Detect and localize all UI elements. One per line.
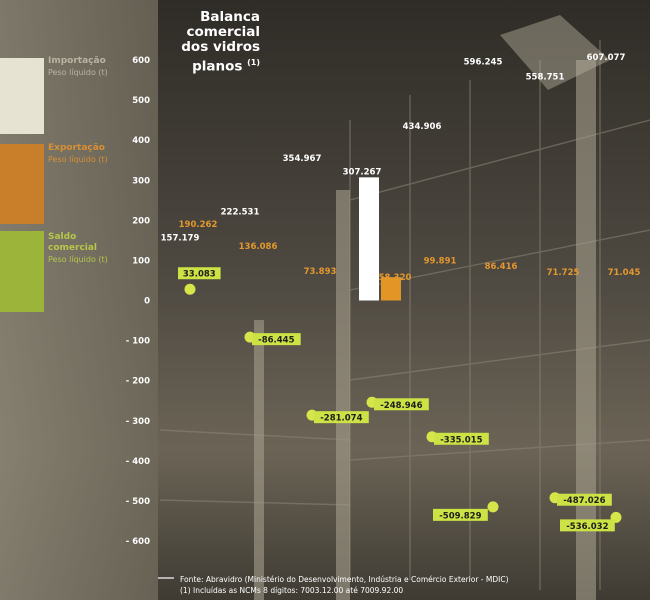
saldo-value-label: -86.445 <box>258 336 294 346</box>
import-value-label: 607.077 <box>587 53 626 63</box>
legend-swatch-export <box>0 144 44 224</box>
export-value-label: 190.262 <box>179 220 218 230</box>
saldo-value-label: -487.026 <box>563 496 605 506</box>
y-tick-label: - 400 <box>126 457 150 467</box>
import-value-label: 157.179 <box>161 233 200 243</box>
title-line-3: dos vidros <box>181 39 260 55</box>
y-tick-label: 600 <box>132 56 150 66</box>
title-line-2: comercial <box>186 24 260 40</box>
legend-name: Exportação <box>48 143 105 153</box>
saldo-label-box <box>433 508 488 521</box>
export-value-label: 73.893 <box>304 267 337 277</box>
title-footnote-marker: (1) <box>247 58 260 67</box>
legend-swatch-saldo <box>0 231 44 312</box>
title-line-1: Balanca <box>200 9 260 25</box>
saldo-value-label: -335.015 <box>440 435 482 445</box>
export-value-label: 71.725 <box>547 268 580 278</box>
export-value-label: 58.320 <box>379 273 412 283</box>
saldo-label-box <box>314 411 369 424</box>
legend-unit: Peso líquido (t) <box>48 155 108 164</box>
legend-unit: Peso líquido (t) <box>48 68 108 77</box>
legend-swatch-import <box>0 58 44 134</box>
saldo-value-label: 33.083 <box>183 270 216 280</box>
y-tick-label: 500 <box>132 96 150 106</box>
import-value-label: 222.531 <box>221 207 260 217</box>
y-tick-label: - 500 <box>126 497 150 507</box>
footer-note: (1) Incluídas as NCMs 8 dígitos: 7003.12… <box>180 586 404 595</box>
export-value-label: 71.045 <box>608 268 641 278</box>
legend-name: Saldo comercial <box>48 232 98 253</box>
chart-title: Balanca comercial dos vidros planos (1) <box>181 10 260 75</box>
export-value-label: 86.416 <box>485 262 518 272</box>
saldo-label-box <box>560 519 615 532</box>
import-value-label: 307.267 <box>343 167 382 177</box>
legend-label-import: Importação Peso líquido (t) <box>48 56 108 78</box>
y-tick-label: - 100 <box>126 337 150 347</box>
saldo-label-box <box>434 432 489 445</box>
footer: Fonte: Abravidro (Ministério do Desenvol… <box>180 574 509 596</box>
legend-label-export: Exportação Peso líquido (t) <box>48 143 108 165</box>
saldo-value-label: -248.946 <box>380 401 422 411</box>
legend-label-saldo: Saldo comercial Peso líquido (t) <box>48 232 108 265</box>
title-line-4: planos <box>192 58 243 75</box>
y-tick-label: 400 <box>132 136 150 146</box>
import-bar <box>359 177 379 301</box>
saldo-value-label: -536.032 <box>566 522 608 532</box>
y-tick-label: 0 <box>144 297 150 307</box>
saldo-value-label: -281.074 <box>320 414 362 424</box>
import-value-label: 434.906 <box>403 122 442 132</box>
export-value-label: 136.086 <box>239 242 278 252</box>
y-tick-label: 100 <box>132 256 150 266</box>
y-tick-label: 300 <box>132 176 150 186</box>
legend-unit: Peso líquido (t) <box>48 255 108 264</box>
y-tick-label: - 300 <box>126 417 150 427</box>
y-tick-label: 200 <box>132 216 150 226</box>
y-tick-label: - 600 <box>126 537 150 547</box>
export-value-label: 99.891 <box>424 256 457 266</box>
import-value-label: 558.751 <box>526 73 565 83</box>
y-tick-label: - 200 <box>126 377 150 387</box>
import-value-label: 354.967 <box>283 154 322 164</box>
saldo-label-box <box>178 267 221 280</box>
saldo-value-label: -509.829 <box>439 511 481 521</box>
saldo-label-box <box>252 333 301 346</box>
saldo-point <box>487 501 499 513</box>
footer-source: Fonte: Abravidro (Ministério do Desenvol… <box>180 575 509 584</box>
saldo-label-box <box>374 398 429 411</box>
export-bar <box>381 277 401 301</box>
saldo-point <box>184 283 196 295</box>
legend-name: Importação <box>48 56 106 66</box>
import-value-label: 596.245 <box>464 58 503 68</box>
saldo-label-box <box>557 493 612 506</box>
